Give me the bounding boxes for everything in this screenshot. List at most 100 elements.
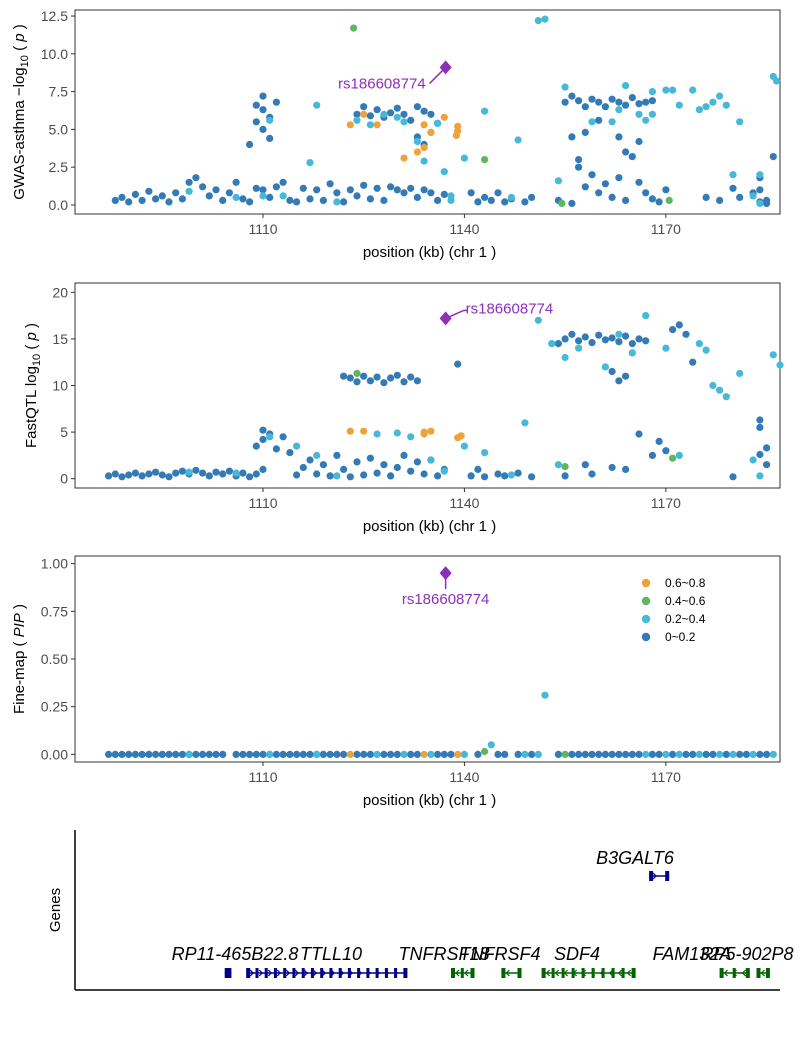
data-point: [366, 195, 374, 203]
data-point: [145, 470, 153, 478]
data-point: [568, 133, 576, 141]
gene-label: RP5-902P8: [700, 944, 793, 964]
gene-exon: [649, 871, 654, 881]
data-point: [447, 750, 455, 759]
data-point: [380, 750, 388, 759]
strand-arrow: [617, 969, 623, 977]
gene-exon: [460, 968, 464, 978]
strand-arrow: [357, 969, 363, 977]
gene-exon: [403, 968, 408, 978]
data-point: [481, 193, 489, 201]
data-point: [165, 750, 173, 759]
data-point: [756, 416, 764, 424]
gene-track-y-title: Genes: [47, 888, 64, 932]
strand-arrow: [384, 969, 390, 977]
data-point: [457, 432, 465, 440]
strand-arrow: [303, 969, 309, 977]
data-point: [554, 750, 563, 759]
data-point: [393, 186, 401, 194]
data-point: [259, 125, 267, 133]
data-point: [528, 193, 536, 201]
data-point: [729, 750, 737, 759]
data-point: [319, 461, 327, 469]
data-point: [266, 134, 274, 142]
data-point: [259, 426, 267, 434]
data-point: [346, 427, 354, 435]
data-point: [608, 463, 616, 472]
data-point: [528, 473, 536, 481]
data-point: [608, 95, 616, 103]
data-point: [152, 468, 160, 476]
data-point: [635, 335, 643, 343]
data-point: [669, 750, 677, 759]
data-point: [454, 122, 462, 130]
data-point: [420, 157, 428, 165]
data-point: [313, 470, 321, 478]
data-point: [561, 750, 569, 759]
data-point: [709, 381, 717, 390]
data-point: [561, 98, 569, 106]
data-point: [232, 750, 240, 759]
data-point: [333, 198, 341, 206]
gene-tnfrsf4: TNFRSF4: [460, 944, 541, 978]
y-tick-label: 2.5: [49, 159, 69, 175]
gene-exon: [255, 968, 259, 978]
x-tick-label: 1110: [248, 495, 277, 511]
data-point: [494, 470, 502, 478]
data-point: [259, 465, 267, 473]
data-point: [434, 119, 442, 127]
data-point: [306, 159, 314, 167]
data-point: [266, 750, 274, 759]
gene-label: B3GALT6: [596, 848, 675, 868]
data-point: [507, 193, 515, 201]
strand-arrow: [455, 969, 460, 977]
data-point: [689, 750, 697, 759]
data-point: [773, 77, 781, 85]
data-point: [353, 750, 361, 759]
data-point: [373, 373, 381, 381]
strand-arrow: [572, 969, 578, 977]
data-point: [742, 750, 751, 759]
gene-label: SDF4: [554, 944, 600, 964]
data-point: [131, 750, 139, 759]
legend-swatch: [641, 614, 651, 624]
data-point: [165, 198, 173, 206]
gene-exon: [273, 968, 277, 978]
gene-rp11-465b22.8: RP11-465B22.8: [172, 944, 298, 978]
y-tick-label: 10: [52, 378, 68, 394]
data-point: [373, 469, 381, 477]
data-point: [595, 189, 603, 197]
gene-exon: [292, 968, 296, 978]
data-point: [615, 174, 623, 182]
lead-snp-marker: [439, 566, 452, 581]
data-point: [272, 445, 280, 453]
data-point: [447, 196, 455, 204]
data-point: [125, 750, 133, 759]
gene-exon: [320, 968, 324, 978]
data-point: [561, 353, 569, 362]
data-point: [158, 192, 166, 200]
gene-exon: [591, 968, 595, 978]
strand-arrow: [760, 969, 765, 977]
data-point: [239, 750, 247, 759]
data-point: [165, 473, 173, 481]
data-point: [588, 339, 596, 347]
gene-exon: [384, 968, 388, 978]
x-tick-label: 1170: [651, 495, 681, 511]
data-point: [266, 433, 274, 441]
data-point: [212, 750, 220, 759]
panel-1: 0.0 2.5 5.0 7.5 10.0 12.5 1110 1140 1170 position…: [11, 8, 781, 261]
data-point: [366, 454, 374, 462]
lead-snp-marker: [439, 60, 452, 75]
gene-label: FAM132A: [653, 944, 732, 964]
data-point: [581, 103, 589, 111]
x-tick-label: 1140: [449, 769, 479, 785]
strand-arrow: [590, 969, 596, 977]
data-point: [259, 186, 267, 194]
y-tick-label: 7.5: [49, 84, 69, 100]
data-point: [293, 198, 301, 206]
gene-tnfrsf18: TNFRSF18: [398, 944, 490, 978]
data-point: [675, 101, 683, 109]
data-point: [561, 335, 569, 343]
